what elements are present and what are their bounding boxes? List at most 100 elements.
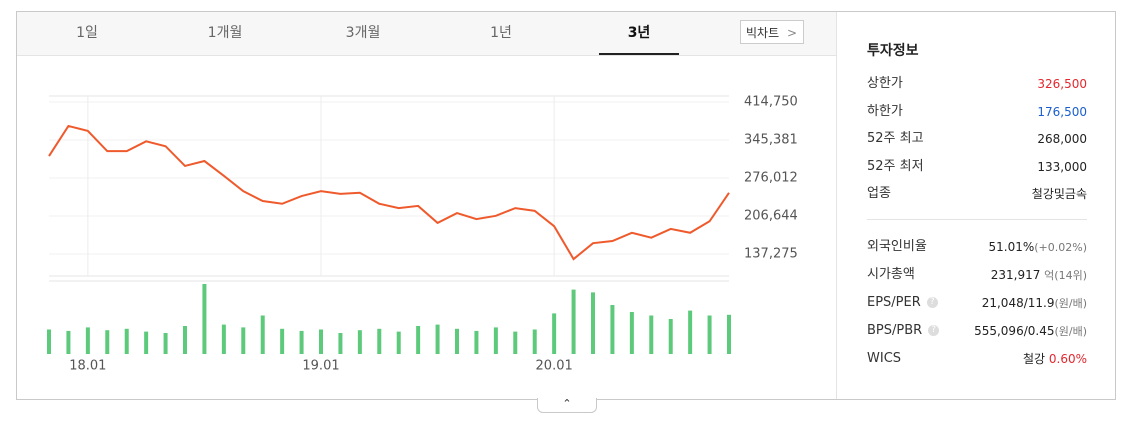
volume-bar: [338, 333, 343, 354]
label-group: EPS/PER?: [867, 293, 938, 313]
value: 133,000: [1037, 160, 1087, 174]
value: 철강: [1022, 352, 1046, 366]
volume-bar: [299, 330, 304, 354]
label: 업종: [867, 186, 891, 201]
note: (원/배): [1054, 325, 1087, 338]
volume-bar: [435, 324, 440, 354]
help-icon[interactable]: ?: [928, 325, 940, 336]
y-tick-label: 137,275: [744, 246, 798, 261]
y-tick-label: 206,644: [744, 208, 798, 223]
label: 52주 최고: [867, 131, 924, 146]
tab[interactable]: 1년: [490, 25, 512, 41]
volume-bar: [319, 329, 323, 354]
label: BPS/PBR: [867, 323, 923, 338]
y-tick-label: 345,381: [744, 132, 798, 147]
volume-bar: [727, 314, 731, 354]
volume-bar: [571, 289, 576, 354]
volume-bar: [66, 330, 71, 354]
value-group: 51.01%(+0.02%): [988, 237, 1087, 258]
value: 21,048/11.9: [981, 296, 1055, 310]
volume-bar: [493, 327, 498, 354]
volume-bar: [221, 324, 226, 354]
stock-widget: 1일 1개월 3개월 1년 3년 빅차트 > 414,750 345,381 276,…: [16, 11, 1116, 400]
volume-bar: [105, 330, 110, 354]
value-group: 555,096/0.45(원/배): [974, 321, 1087, 342]
volume-bar: [163, 333, 168, 354]
info-row: BPS/PBR? 555,096/0.45(원/배): [867, 321, 1087, 341]
volume-bar: [707, 315, 712, 354]
info-row: 시가총액 231,917 억(14위): [867, 265, 1087, 285]
volume-bar: [124, 328, 129, 354]
value: 268,000: [1037, 132, 1087, 146]
volume-bar: [591, 292, 595, 354]
info-row: 상한가 326,500: [867, 74, 1087, 94]
tab[interactable]: 1일: [76, 25, 98, 41]
price-line: [48, 124, 730, 261]
volume-bar: [85, 327, 90, 354]
volume-bar: [649, 315, 654, 354]
volume-bar: [260, 315, 265, 354]
volume-bar: [280, 328, 285, 354]
info-title: 투자정보: [867, 43, 919, 59]
note: (원/배): [1054, 297, 1087, 310]
note: (+0.02%): [1034, 241, 1087, 254]
tab[interactable]: 3개월: [345, 25, 381, 41]
button-label: 빅차트: [746, 26, 780, 40]
y-tick-label: 414,750: [744, 94, 798, 109]
x-tick-label: 19.01: [302, 359, 339, 374]
label-group: BPS/PBR?: [867, 321, 940, 341]
volume-bar: [688, 310, 693, 354]
volume-bar: [416, 326, 421, 354]
tab-active[interactable]: 3년: [599, 12, 679, 55]
volume-bar: [241, 327, 246, 354]
volume-bar: [357, 330, 362, 354]
tab[interactable]: 1개월: [207, 25, 243, 41]
label: 시가총액: [867, 267, 915, 282]
value: 철강및금속: [1031, 187, 1087, 201]
x-tick-label: 20.01: [536, 359, 573, 374]
value-group: 21,048/11.9(원/배): [982, 293, 1087, 314]
note: 0.60%: [1048, 352, 1087, 366]
value: 231,917: [990, 268, 1041, 282]
value: 51.01%: [988, 240, 1035, 254]
info-row: 52주 최고 268,000: [867, 129, 1087, 149]
volume-bar: [552, 313, 557, 354]
info-panel: 투자정보 상한가 326,500 하한가 176,500 52주 최고 268,000…: [836, 12, 1116, 399]
note: 억(14위): [1044, 269, 1087, 282]
volume-bar: [610, 305, 615, 354]
help-icon[interactable]: ?: [926, 297, 938, 308]
collapse-button[interactable]: ⌃: [537, 398, 597, 413]
volume-bar: [629, 312, 634, 354]
value: 176,500: [1037, 105, 1087, 119]
label: 외국인비율: [867, 239, 927, 254]
volume-bar: [47, 329, 51, 354]
big-chart-button[interactable]: 빅차트 >: [740, 20, 804, 44]
volume-bar: [455, 328, 459, 354]
info-row: 외국인비율 51.01%(+0.02%): [867, 237, 1087, 257]
y-tick-label: 276,012: [744, 170, 798, 185]
volume-bar: [474, 330, 479, 354]
chart: 414,750 345,381 276,012 206,644 137,275 18.01…: [47, 94, 798, 374]
value: 326,500: [1037, 77, 1087, 91]
volume-bar: [377, 328, 382, 354]
info-row: 업종 철강및금속: [867, 184, 1087, 204]
value-group: 231,917 억(14위): [991, 265, 1087, 286]
label: 상한가: [867, 76, 903, 91]
x-tick-label: 18.01: [69, 359, 106, 374]
value-group: 철강 0.60%: [1023, 349, 1087, 369]
period-tabs: 1일 1개월 3개월 1년 3년 빅차트 >: [17, 12, 836, 56]
info-row: EPS/PER? 21,048/11.9(원/배): [867, 293, 1087, 313]
volume-bar: [668, 319, 673, 354]
label: 하한가: [867, 104, 903, 119]
volume-bar: [396, 331, 401, 354]
label: WICS: [867, 351, 902, 366]
value: 555,096/0.45: [974, 324, 1055, 338]
volume-bar: [144, 331, 149, 354]
volume-bar: [532, 329, 537, 354]
info-row: 하한가 176,500: [867, 102, 1087, 122]
label: 52주 최저: [867, 159, 924, 174]
volume-bar: [202, 284, 207, 354]
label: EPS/PER: [867, 295, 921, 310]
info-row: 52주 최저 133,000: [867, 157, 1087, 177]
